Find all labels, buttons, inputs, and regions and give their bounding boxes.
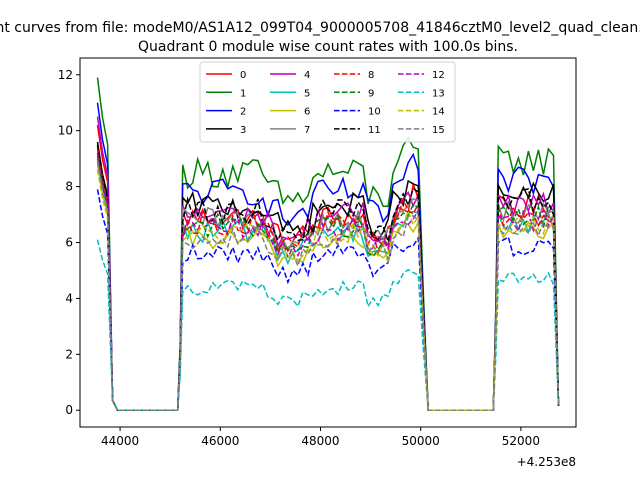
legend-label-10: 10	[368, 107, 381, 118]
series-line-15	[96, 161, 560, 411]
x-tick-label: 44000	[101, 434, 139, 448]
legend-label-6: 6	[304, 107, 310, 118]
x-tick-label: 48000	[301, 434, 339, 448]
legend-label-3: 3	[240, 125, 246, 136]
y-axis: 0 2 4 6 8 10 12	[58, 68, 80, 417]
x-tick-label: 52000	[502, 434, 540, 448]
legend-label-11: 11	[368, 125, 381, 136]
series-layer	[96, 77, 560, 411]
legend-label-1: 1	[240, 88, 246, 99]
x-tick-label: 46000	[201, 434, 239, 448]
legend-label-9: 9	[368, 88, 374, 99]
y-tick-label: 12	[58, 68, 73, 82]
chart-title: Quadrant 0 module wise count rates with …	[138, 39, 518, 55]
legend-label-14: 14	[432, 107, 445, 118]
legend-box	[199, 61, 456, 143]
legend-label-5: 5	[304, 88, 310, 99]
y-tick-label: 10	[58, 124, 73, 138]
series-line-14	[96, 169, 560, 411]
y-tick-label: 6	[65, 236, 73, 250]
y-tick-label: 2	[65, 347, 73, 361]
y-tick-label: 4	[65, 291, 73, 305]
legend-label-7: 7	[304, 125, 310, 136]
legend-label-15: 15	[432, 125, 445, 136]
legend-label-2: 2	[240, 107, 246, 118]
x-axis: 44000 46000 48000 50000 52000	[101, 427, 540, 448]
legend-label-0: 0	[240, 70, 246, 81]
legend-label-12: 12	[432, 70, 445, 81]
y-tick-label: 8	[65, 180, 73, 194]
legend-label-4: 4	[304, 70, 310, 81]
legend-label-13: 13	[432, 88, 445, 99]
y-tick-label: 0	[65, 403, 73, 417]
legend-label-8: 8	[368, 70, 374, 81]
x-offset-label: +4.253e8	[517, 455, 576, 469]
figure-suptitle: Light curves from file: modeM0/AS1A12_09…	[0, 20, 640, 36]
x-tick-label: 50000	[402, 434, 440, 448]
